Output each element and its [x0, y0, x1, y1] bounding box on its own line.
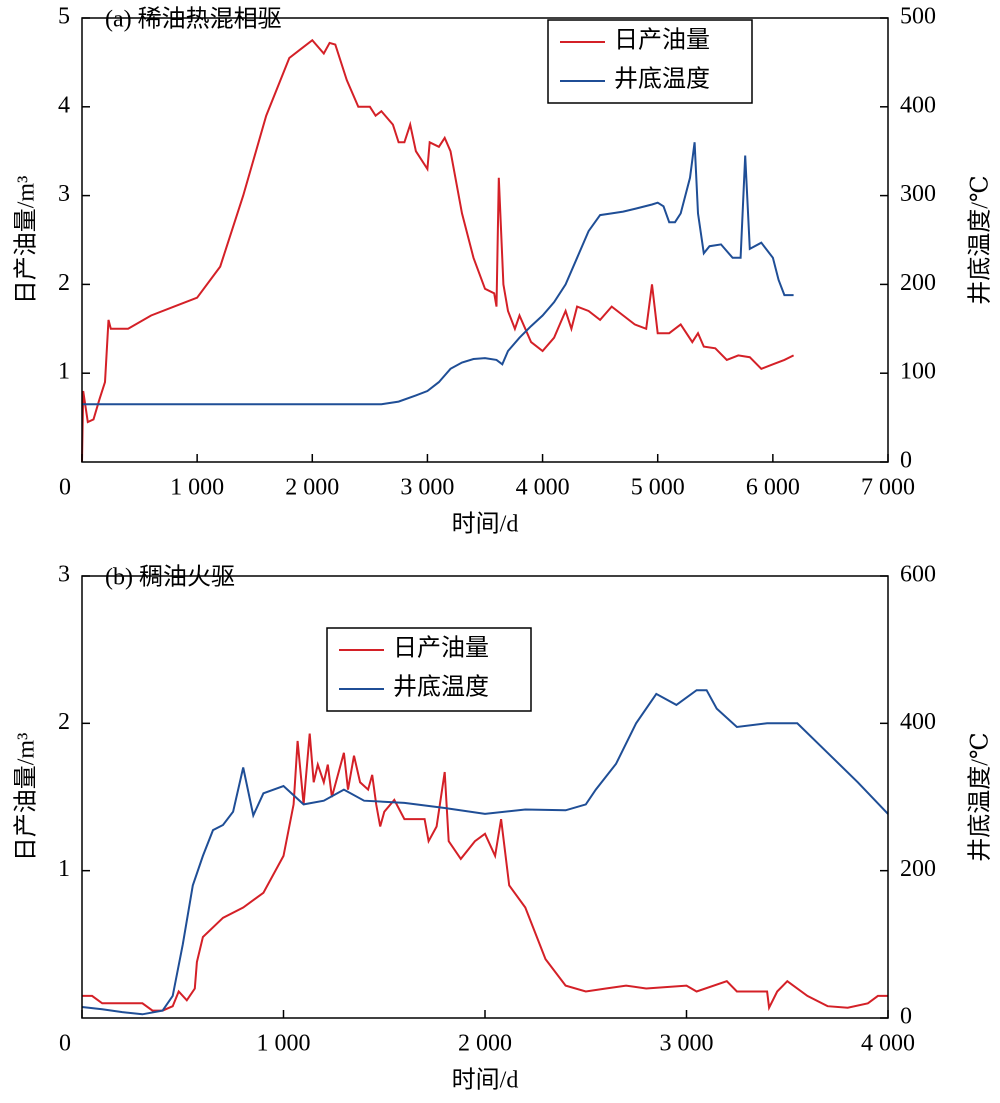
x-tick-label: 7 000	[861, 475, 915, 501]
y-tick-label: 4	[58, 92, 70, 118]
data-line	[81, 689, 889, 1016]
x-tick-label: 4 000	[861, 1031, 915, 1057]
y2-tick-label: 300	[900, 181, 936, 207]
x-tick-label: 1 000	[170, 475, 224, 501]
legend-label: 日产油量	[614, 27, 710, 54]
y-tick-label: 3	[58, 181, 70, 207]
x-axis-label: 时间/d	[452, 1067, 519, 1094]
y2-tick-label: 0	[900, 448, 912, 474]
x-tick-label: 4 000	[516, 475, 570, 501]
x-tick-label: 3 000	[660, 1031, 714, 1057]
y-tick-label: 3	[58, 562, 70, 588]
y-tick-label: 1	[58, 359, 70, 385]
legend-label: 井底温度	[393, 674, 489, 701]
legend-label: 日产油量	[393, 635, 489, 662]
data-line	[81, 38, 795, 463]
y-tick-label: 5	[58, 4, 70, 30]
x-tick-label: 5 000	[631, 475, 685, 501]
y-axis-label: 日产油量/m³	[13, 733, 40, 862]
y2-tick-label: 600	[900, 562, 936, 588]
y2-tick-label: 0	[900, 1004, 912, 1030]
chart-title: (a) 稀油热混相驱	[105, 6, 282, 33]
x-tick-label: 2 000	[458, 1031, 512, 1057]
plot-frame	[81, 17, 889, 463]
y2-tick-label: 400	[900, 709, 936, 735]
legend-box	[326, 627, 532, 712]
y-tick-label: 1	[58, 856, 70, 882]
y2-tick-label: 400	[900, 92, 936, 118]
legend-label: 井底温度	[614, 66, 710, 93]
y2-axis-label: 井底温度/℃	[967, 175, 994, 305]
y2-tick-label: 200	[900, 856, 936, 882]
y2-tick-label: 200	[900, 270, 936, 296]
y2-tick-label: 500	[900, 4, 936, 30]
legend-box	[547, 19, 753, 104]
x-axis-label: 时间/d	[452, 511, 519, 538]
x-tick-label: 3 000	[400, 475, 454, 501]
y-tick-label: 2	[58, 709, 70, 735]
x-tick-label: 0	[59, 1031, 71, 1057]
y-axis-label: 日产油量/m³	[13, 176, 40, 305]
y-tick-label: 2	[58, 270, 70, 296]
x-tick-label: 1 000	[257, 1031, 311, 1057]
data-line	[82, 142, 794, 406]
data-line	[82, 733, 888, 1012]
x-tick-label: 6 000	[746, 475, 800, 501]
x-tick-label: 2 000	[285, 475, 339, 501]
chart-title: (b) 稠油火驱	[105, 564, 235, 591]
y2-axis-label: 井底温度/℃	[967, 732, 994, 862]
x-tick-label: 0	[59, 475, 71, 501]
y2-tick-label: 100	[900, 359, 936, 385]
